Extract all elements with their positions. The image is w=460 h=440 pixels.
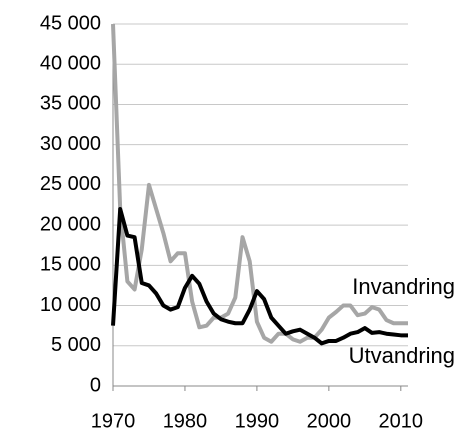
x-tick-label: 1990: [235, 410, 280, 432]
y-tick-label: 15 000: [40, 254, 101, 276]
x-tick-label: 1980: [163, 410, 208, 432]
x-tick-label: 2010: [379, 410, 424, 432]
y-tick-label: 40 000: [40, 53, 101, 75]
y-tick-label: 35 000: [40, 93, 101, 115]
legend-label: Utvandring: [349, 343, 455, 368]
y-tick-label: 10 000: [40, 294, 101, 316]
y-tick-label: 30 000: [40, 133, 101, 155]
x-tick-label: 2000: [307, 410, 352, 432]
series-line: [111, 23, 408, 344]
y-tick-label: 25 000: [40, 173, 101, 195]
y-tick-label: 20 000: [40, 213, 101, 235]
x-tick-label: 1970: [91, 410, 136, 432]
y-tick-label: 45 000: [40, 12, 101, 34]
legend-label: Invandring: [352, 274, 455, 299]
series-line: [111, 207, 408, 346]
y-tick-label: 0: [90, 374, 101, 396]
y-tick-label: 5 000: [51, 334, 101, 356]
